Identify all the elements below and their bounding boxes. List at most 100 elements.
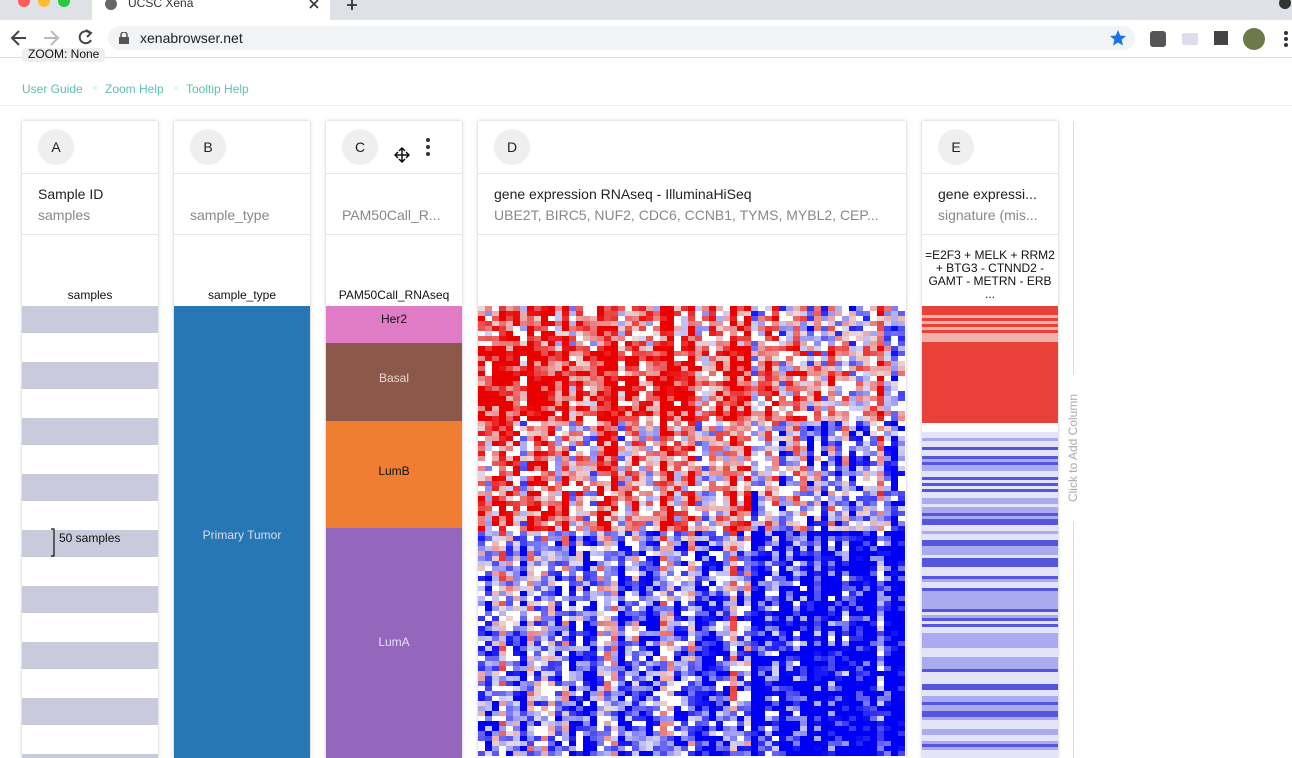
cell: [744, 341, 751, 346]
cell: [737, 461, 744, 466]
cell: [527, 516, 534, 521]
cell: [667, 556, 674, 561]
cell: [709, 681, 716, 686]
cell: [695, 561, 702, 566]
cell: [800, 616, 807, 621]
cell: [723, 616, 730, 621]
cell: [758, 651, 765, 656]
cell: [709, 326, 716, 331]
address-bar[interactable]: [108, 26, 1135, 50]
cell: [632, 416, 639, 421]
cell: [569, 371, 576, 376]
cell: [884, 391, 891, 396]
cell: [702, 391, 709, 396]
cell: [478, 616, 485, 621]
cell: [492, 356, 499, 361]
cell: [513, 671, 520, 676]
column-a[interactable]: A Sample ID samples samples 50 samples: [22, 121, 158, 758]
cell: [898, 436, 905, 441]
column-menu[interactable]: [424, 137, 432, 157]
cell: [527, 676, 534, 681]
cell: [758, 456, 765, 461]
cell: [492, 646, 499, 651]
column-b[interactable]: B sample_type sample_type Primary Tumor: [174, 121, 310, 758]
cell: [653, 686, 660, 691]
cell: [611, 336, 618, 341]
cell: [653, 506, 660, 511]
tooltip-help-link[interactable]: Tooltip Help: [186, 82, 249, 96]
cell: [604, 411, 611, 416]
cell: [625, 586, 632, 591]
close-tab[interactable]: [308, 0, 320, 10]
cell: [751, 306, 758, 311]
tab-menu[interactable]: [1278, 0, 1292, 12]
cell: [765, 336, 772, 341]
cell: [548, 366, 555, 371]
cell: [604, 671, 611, 676]
cell: [884, 356, 891, 361]
cell: [541, 391, 548, 396]
cell: [884, 631, 891, 636]
cell: [611, 456, 618, 461]
cell: [646, 576, 653, 581]
cell: [667, 506, 674, 511]
cell: [758, 431, 765, 436]
new-tab[interactable]: [344, 0, 360, 12]
cell: [583, 591, 590, 596]
cell: [534, 351, 541, 356]
nav-buttons[interactable]: [10, 28, 100, 48]
cell: [730, 681, 737, 686]
cell: [716, 666, 723, 671]
cell: [835, 376, 842, 381]
cell: [590, 361, 597, 366]
cell: [576, 556, 583, 561]
cell: [22, 530, 158, 557]
cell: [793, 651, 800, 656]
cell: [779, 681, 786, 686]
url: xenabrowser.net: [140, 30, 243, 46]
cell: [527, 631, 534, 636]
cell: [597, 646, 604, 651]
user-guide-link[interactable]: User Guide: [22, 82, 83, 96]
cell: [800, 331, 807, 336]
cell: [604, 646, 611, 651]
cell: [660, 311, 667, 316]
cell: [772, 431, 779, 436]
cell: [653, 551, 660, 556]
cell: [597, 671, 604, 676]
column-c[interactable]: C PAM50Call_R... PAM50Call_RNAseq Her2 B…: [326, 121, 462, 758]
cell: [716, 566, 723, 571]
tab[interactable]: UCSC Xena: [92, 0, 330, 20]
cell: [716, 431, 723, 436]
cell: [611, 436, 618, 441]
cell: [674, 396, 681, 401]
cell: [646, 361, 653, 366]
zoom-help-link[interactable]: Zoom Help: [105, 82, 164, 96]
cell: [527, 681, 534, 686]
bookmark-star[interactable]: [1109, 29, 1127, 47]
cell: [492, 626, 499, 631]
cell: [779, 346, 786, 351]
extensions[interactable]: [1148, 28, 1292, 50]
cell: [660, 376, 667, 381]
cell: [513, 386, 520, 391]
cell: [744, 456, 751, 461]
move-icon[interactable]: [394, 147, 410, 163]
cell: [744, 466, 751, 471]
cell: [520, 466, 527, 471]
cell: [583, 321, 590, 326]
cell: [709, 391, 716, 396]
cell: [639, 536, 646, 541]
cell: [786, 451, 793, 456]
cell: [660, 481, 667, 486]
cell: [660, 691, 667, 696]
column-d[interactable]: D gene expression RNAseq - IlluminaHiSeq…: [478, 121, 906, 758]
cell: [765, 366, 772, 371]
cell: [485, 486, 492, 491]
cell: [590, 581, 597, 586]
cell: [702, 706, 709, 711]
cell: [751, 656, 758, 661]
cell: [758, 616, 765, 621]
cell: [807, 441, 814, 446]
cell: [765, 701, 772, 706]
